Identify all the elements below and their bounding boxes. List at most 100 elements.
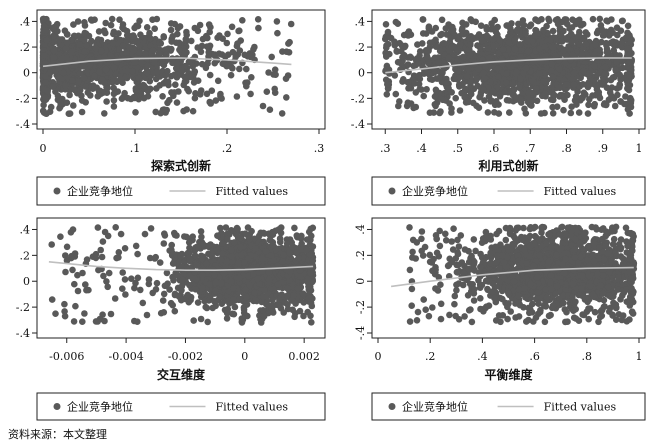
scatter-point (51, 23, 58, 31)
x-tick-label: .1 (130, 142, 141, 155)
scatter-point (505, 39, 513, 47)
scatter-point (564, 91, 571, 99)
scatter-point (214, 77, 222, 85)
scatter-point (112, 224, 119, 231)
scatter-point (513, 26, 521, 34)
scatter-point (589, 92, 596, 99)
scatter-point (143, 24, 151, 31)
scatter-point (607, 26, 615, 34)
scatter-point (101, 79, 108, 87)
scatter-point (68, 48, 76, 55)
y-tick-label: -.2 (351, 92, 365, 105)
scatter-point (196, 21, 204, 29)
scatter-point (50, 47, 58, 54)
scatter-point (63, 39, 71, 47)
scatter-point (99, 238, 107, 245)
scatter-point (156, 259, 164, 266)
scatter-point (474, 65, 482, 73)
scatter-point (263, 88, 271, 95)
scatter-point (463, 72, 471, 80)
scatter-point (517, 75, 524, 83)
scatter-point (110, 75, 117, 83)
panel-interaction-dimension: -0.006 -0.004 -0.002 0 0.002.4.20-.2-.4交互维度企… (16, 217, 326, 421)
scatter-point (48, 241, 55, 248)
scatter-point (98, 253, 106, 261)
scatter-point (243, 65, 250, 73)
x-tick-label: .3 (314, 142, 325, 155)
scatter-point (76, 86, 84, 94)
scatter-point (236, 65, 243, 73)
scatter-point (236, 47, 244, 54)
legend-label-fitted: Fitted values (215, 185, 288, 198)
scatter-point (405, 85, 412, 92)
scatter-point (131, 317, 138, 325)
scatter-point (136, 17, 143, 25)
scatter-point (82, 281, 89, 288)
scatter-point (162, 46, 169, 53)
scatter-point (50, 54, 58, 61)
scatter-point (243, 293, 250, 301)
scatter-point (154, 68, 161, 75)
scatter-point (287, 20, 295, 28)
scatter-point (233, 93, 241, 100)
scatter-point (109, 40, 117, 47)
scatter-point (161, 282, 169, 290)
scatter-point (582, 40, 590, 48)
scatter-point (197, 48, 205, 56)
scatter-point (603, 48, 611, 56)
scatter-point (473, 75, 481, 82)
scatter-point (103, 98, 110, 105)
y-tick-label: -.4 (351, 118, 365, 131)
scatter-point (483, 32, 490, 40)
scatter-point (540, 78, 547, 85)
scatter-point (164, 78, 172, 85)
scatter-point (585, 101, 592, 109)
x-tick-label: .9 (598, 142, 609, 155)
scatter-point (610, 41, 618, 49)
scatter-point (384, 81, 391, 88)
scatter-point (438, 16, 446, 24)
scatter-point (268, 53, 276, 61)
scatter-point (428, 28, 436, 35)
scatter-point (394, 20, 402, 28)
scatter-point (104, 85, 111, 92)
scatter-point (291, 224, 298, 232)
legend-marker-scatter (388, 187, 396, 195)
y-tick-label: -.2 (16, 92, 30, 105)
scatter-point (234, 225, 241, 233)
scatter-point (291, 313, 298, 321)
scatter-point (467, 90, 475, 98)
scatter-point (486, 54, 493, 62)
scatter-point (303, 236, 311, 243)
scatter-point (81, 29, 89, 37)
scatter-point (238, 318, 246, 325)
scatter-point (132, 242, 140, 250)
scatter-point (580, 67, 587, 75)
x-axis-title: 探索式创新 (151, 158, 211, 173)
scatter-point (489, 87, 497, 95)
scatter-point (171, 229, 178, 237)
scatter-point (616, 81, 623, 88)
scatter-point (445, 54, 452, 62)
scatter-point (383, 53, 390, 60)
scatter-point (614, 91, 621, 99)
scatter-point (436, 109, 443, 117)
scatter-point (179, 276, 186, 284)
scatter-point (522, 30, 529, 37)
scatter-point (151, 25, 158, 32)
scatter-point (565, 45, 572, 52)
scatter-point (243, 82, 250, 90)
scatter-point (269, 296, 276, 304)
scatter-point (80, 63, 88, 70)
scatter-point (511, 37, 518, 44)
scatter-point (192, 90, 199, 97)
scatter-point (567, 56, 574, 64)
scatter-point (83, 286, 90, 294)
scatter-point (190, 317, 197, 324)
scatter-point (495, 73, 502, 80)
scatter-point (622, 93, 629, 100)
scatter-point (161, 232, 169, 239)
scatter-point (395, 102, 402, 110)
scatter-point (87, 16, 95, 24)
scatter-point (241, 51, 248, 59)
